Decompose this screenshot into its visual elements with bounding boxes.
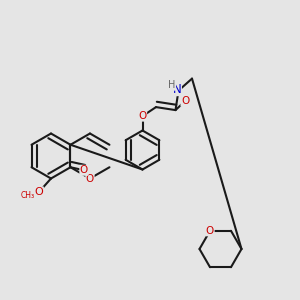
Text: O: O: [206, 226, 214, 236]
Text: CH₃: CH₃: [20, 190, 35, 200]
Text: O: O: [34, 187, 43, 197]
Text: H: H: [168, 80, 175, 90]
Text: O: O: [80, 165, 88, 175]
Text: O: O: [181, 96, 189, 106]
Text: N: N: [172, 82, 182, 96]
Text: O: O: [138, 111, 147, 121]
Text: O: O: [86, 173, 94, 184]
